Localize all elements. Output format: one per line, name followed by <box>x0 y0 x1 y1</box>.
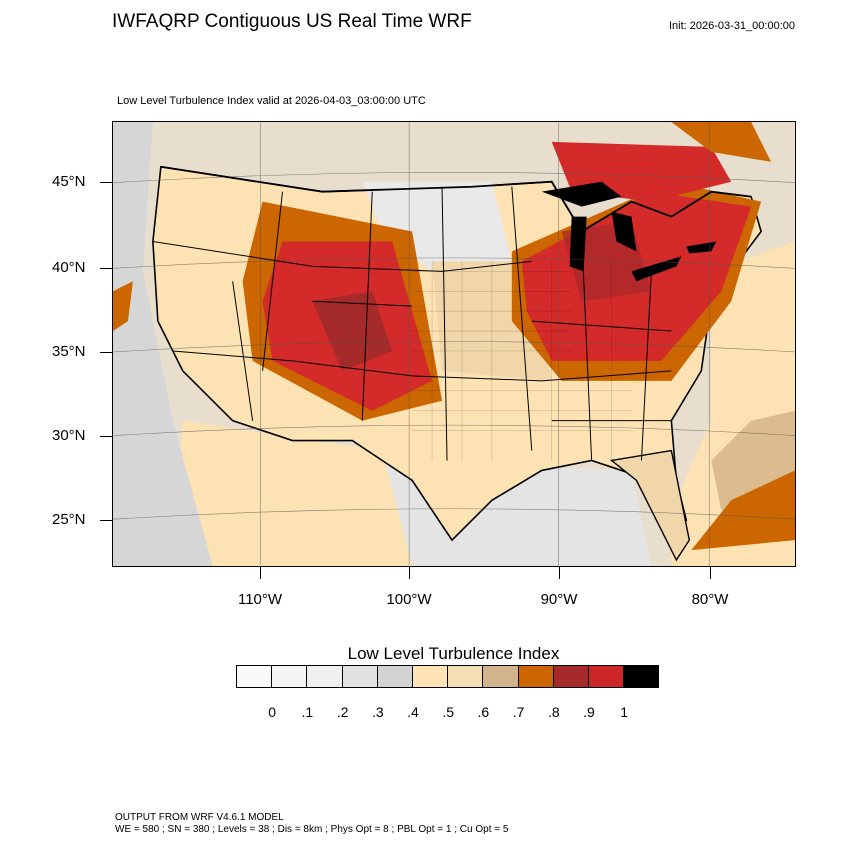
rockies-dark-red <box>312 291 393 371</box>
colorbar-swatch <box>411 665 449 688</box>
lon-tick <box>559 567 560 579</box>
colorbar-label: .8 <box>547 704 560 720</box>
lon-tick <box>409 567 410 579</box>
legend-title: Low Level Turbulence Index <box>347 644 560 663</box>
colorbar-swatch <box>341 665 378 688</box>
lake-ontario <box>686 241 717 254</box>
colorbar-label: .6 <box>477 704 490 720</box>
lon-tick <box>710 567 711 579</box>
footer-config: WE = 580 ; SN = 380 ; Levels = 38 ; Dis … <box>115 824 509 835</box>
colorbar-swatch <box>236 665 273 688</box>
lat-label-35: 35°N <box>52 343 86 360</box>
init-time-label: Init: 2026-03-31_00:00:00 <box>669 20 795 32</box>
lat-tick <box>100 182 112 183</box>
florida <box>609 449 691 562</box>
colorbar-swatch <box>623 665 660 688</box>
colorbar-label: .1 <box>301 704 314 720</box>
lon-tick <box>260 567 261 579</box>
colorbar-label: .5 <box>442 704 455 720</box>
canada-orange <box>671 122 772 162</box>
us-canada-border <box>160 165 752 233</box>
colorbar-label: 1 <box>620 704 629 720</box>
lat-tick <box>100 268 112 269</box>
turbulence-map <box>112 121 796 567</box>
lat-label-45: 45°N <box>52 173 86 190</box>
lon-label-110w: 110°W <box>237 591 283 608</box>
colorbar-swatch <box>306 665 343 688</box>
colorbar-swatch <box>447 665 484 688</box>
lat-tick <box>100 352 112 353</box>
lat-label-30: 30°N <box>52 427 86 444</box>
lat-tick <box>100 520 112 521</box>
lake-superior <box>541 181 622 207</box>
colorbar-swatch <box>552 665 589 688</box>
field-subtitle: Low Level Turbulence Index valid at 2026… <box>117 95 426 107</box>
colorbar-label: 0 <box>268 704 277 720</box>
lon-label-90w: 90°W <box>540 591 578 608</box>
pacific-gray <box>113 122 213 566</box>
colorbar-label: .4 <box>407 704 419 720</box>
lat-label-25: 25°N <box>52 511 86 528</box>
colorbar-swatch <box>482 665 519 688</box>
lat-tick <box>100 436 112 437</box>
lon-label-100w: 100°W <box>386 591 432 608</box>
lake-huron <box>611 211 637 252</box>
colorbar-label: .2 <box>336 704 349 720</box>
mexico-cream <box>172 420 413 566</box>
colorbar-label: .9 <box>583 704 595 720</box>
colorbar-label: .3 <box>371 704 384 720</box>
atlantic-orange <box>691 470 795 551</box>
colorbar-swatch <box>376 665 413 688</box>
colorbar-swatch <box>517 665 554 688</box>
colorbar-label: .7 <box>512 704 525 720</box>
colorbar-swatch <box>587 665 625 688</box>
north-plains-gray <box>362 181 512 272</box>
pacific-orange <box>113 281 133 332</box>
lon-label-80w: 80°W <box>691 591 729 608</box>
colorbar <box>236 665 660 688</box>
colorbar-swatch <box>271 665 308 688</box>
plot-title: IWFAQRP Contiguous US Real Time WRF <box>112 11 472 32</box>
footer-model: OUTPUT FROM WRF V4.6.1 MODEL <box>115 812 284 823</box>
lake-erie <box>631 256 682 282</box>
lat-label-40: 40°N <box>52 259 86 276</box>
